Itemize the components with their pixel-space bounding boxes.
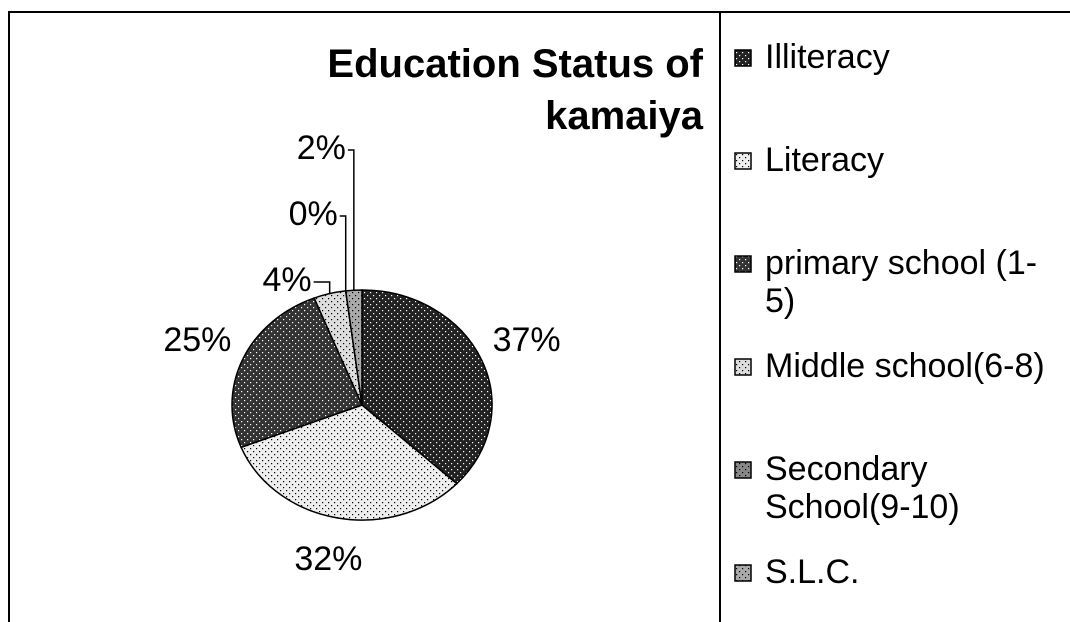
legend-swatch (734, 255, 752, 273)
legend-label: Middle school(6-8) (765, 347, 1045, 385)
data-label: 0% (289, 195, 338, 233)
legend-swatch (734, 564, 752, 582)
leader-line (347, 149, 355, 291)
data-label: 25% (163, 321, 231, 359)
chart-title: Education Status of kamaiya (327, 42, 703, 138)
legend-label: S.L.C. (765, 553, 860, 591)
leader-line (339, 215, 347, 291)
legend-swatch (734, 49, 752, 67)
legend-label: Literacy (765, 141, 885, 179)
pie-slice (240, 404, 458, 521)
pie-slice (344, 289, 363, 406)
data-label: 32% (294, 540, 362, 578)
pie-slice (361, 289, 493, 485)
legend-swatch (734, 152, 752, 170)
legend-swatch (734, 461, 752, 479)
legend-label: Illiteracy (765, 38, 890, 76)
legend-swatch (734, 358, 752, 376)
data-label: 4% (263, 261, 312, 299)
pie-slice (231, 297, 364, 449)
chart-border (8, 11, 1070, 622)
leader-line (313, 281, 331, 294)
legend-label: primary school (1-5) (765, 244, 1038, 320)
legend-label: Secondary School(9-10) (765, 450, 960, 526)
data-label: 37% (493, 321, 561, 359)
data-label: 2% (297, 129, 346, 167)
